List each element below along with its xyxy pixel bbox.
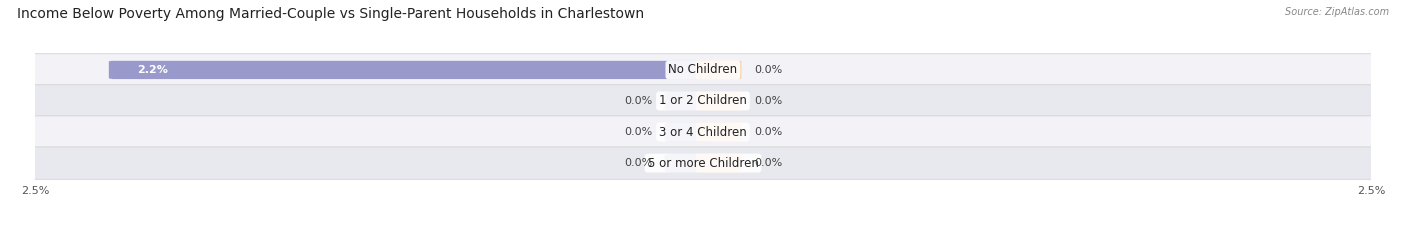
Text: 0.0%: 0.0% — [624, 96, 652, 106]
FancyBboxPatch shape — [696, 92, 742, 110]
Text: 0.0%: 0.0% — [754, 127, 782, 137]
FancyBboxPatch shape — [664, 154, 710, 172]
Text: 0.0%: 0.0% — [754, 96, 782, 106]
FancyBboxPatch shape — [664, 123, 710, 141]
Text: 0.0%: 0.0% — [624, 158, 652, 168]
Legend: Married Couples, Single Parents: Married Couples, Single Parents — [593, 229, 813, 233]
FancyBboxPatch shape — [11, 116, 1395, 148]
Text: 0.0%: 0.0% — [754, 65, 782, 75]
FancyBboxPatch shape — [696, 61, 742, 79]
FancyBboxPatch shape — [664, 92, 710, 110]
Text: 5 or more Children: 5 or more Children — [648, 157, 758, 170]
Text: Income Below Poverty Among Married-Couple vs Single-Parent Households in Charles: Income Below Poverty Among Married-Coupl… — [17, 7, 644, 21]
Text: 0.0%: 0.0% — [624, 127, 652, 137]
Text: 0.0%: 0.0% — [754, 158, 782, 168]
FancyBboxPatch shape — [108, 61, 710, 79]
FancyBboxPatch shape — [11, 147, 1395, 179]
Text: 1 or 2 Children: 1 or 2 Children — [659, 94, 747, 107]
Text: Source: ZipAtlas.com: Source: ZipAtlas.com — [1285, 7, 1389, 17]
FancyBboxPatch shape — [696, 123, 742, 141]
FancyBboxPatch shape — [696, 154, 742, 172]
Text: No Children: No Children — [668, 63, 738, 76]
Text: 3 or 4 Children: 3 or 4 Children — [659, 126, 747, 139]
Text: 2.2%: 2.2% — [136, 65, 167, 75]
FancyBboxPatch shape — [11, 85, 1395, 117]
FancyBboxPatch shape — [11, 54, 1395, 86]
